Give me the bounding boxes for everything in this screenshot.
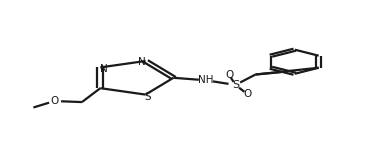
Text: N: N bbox=[100, 64, 107, 74]
Text: N: N bbox=[138, 57, 146, 67]
Text: O: O bbox=[50, 96, 59, 106]
Text: NH: NH bbox=[198, 75, 214, 85]
Text: O: O bbox=[243, 89, 252, 99]
Text: S: S bbox=[144, 93, 151, 103]
Text: O: O bbox=[225, 70, 233, 80]
Text: S: S bbox=[232, 80, 239, 90]
